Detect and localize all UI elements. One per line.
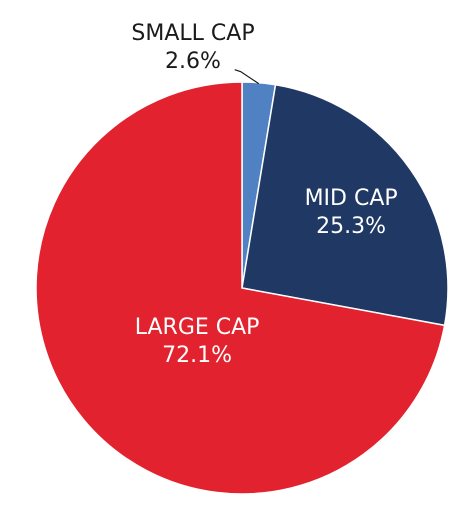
slice-labels: SMALL CAP 2.6% MID CAP 25.3% LARGE CAP 72.1% bbox=[131, 21, 397, 368]
slice-label-mid-cap: MID CAP bbox=[305, 186, 398, 211]
pie-slice-mid-cap bbox=[241, 83, 449, 327]
slice-value-mid-cap: 25.3% bbox=[316, 214, 386, 239]
pie-slice-large-cap bbox=[35, 81, 446, 495]
slice-value-large-cap: 72.1% bbox=[162, 343, 232, 368]
leader-line-small-cap bbox=[234, 69, 260, 85]
leader-lines bbox=[234, 69, 260, 85]
slice-label-small-cap: SMALL CAP bbox=[131, 21, 254, 46]
slice-label-large-cap: LARGE CAP bbox=[135, 315, 260, 340]
pie-slices bbox=[35, 81, 449, 495]
slice-value-small-cap: 2.6% bbox=[165, 49, 221, 74]
